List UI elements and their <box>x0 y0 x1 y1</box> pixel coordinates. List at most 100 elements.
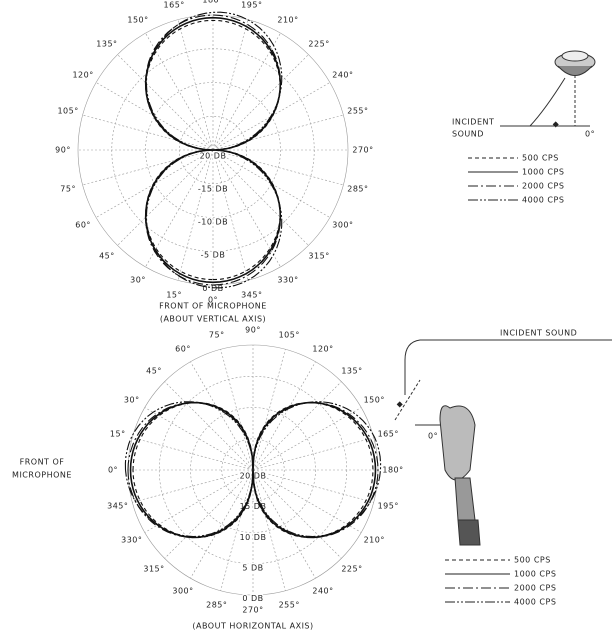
caption: FRONT OF MICROPHONE <box>159 302 267 311</box>
angle-label: 315° <box>308 252 329 261</box>
grid-spoke <box>117 54 214 151</box>
legend-label: 4000 CPS <box>514 598 556 607</box>
phi-symbol: ◆ <box>553 120 560 129</box>
angle-label: 255° <box>347 107 368 116</box>
grid-ring <box>221 438 285 502</box>
legend-label: 500 CPS <box>514 556 551 565</box>
ring-label: -5 DB <box>201 251 226 260</box>
zero-label: 0° <box>428 432 438 441</box>
pattern-curve <box>124 401 382 538</box>
grid-spoke <box>95 149 214 218</box>
front-label: MICROPHONE <box>12 471 72 480</box>
pattern-curve <box>144 14 282 286</box>
zero-label: 0° <box>585 130 595 139</box>
angle-label: 75° <box>60 184 76 193</box>
grid-spoke <box>252 437 374 471</box>
grid-spoke <box>212 54 309 151</box>
ring-label: -15 DB <box>198 185 228 194</box>
angle-label: 330° <box>277 275 298 284</box>
ring-label: -10 DB <box>198 218 228 227</box>
caption: (ABOUT VERTICAL AXIS) <box>160 315 266 324</box>
angle-label: 345° <box>107 502 128 511</box>
front-label: FRONT OF <box>20 458 65 467</box>
grid-spoke <box>212 149 309 246</box>
angle-label: 90° <box>245 326 261 335</box>
grid-spoke <box>212 149 331 218</box>
grid-spoke <box>117 149 214 246</box>
pattern-curve <box>145 11 283 289</box>
grid-spoke <box>177 19 214 151</box>
grid-spoke <box>132 469 254 503</box>
angle-label: 270° <box>352 146 373 155</box>
phi-symbol: ◆ <box>397 400 404 409</box>
angle-label: 135° <box>341 367 362 376</box>
grid-spoke <box>220 349 254 471</box>
incident-label: SOUND <box>452 130 484 139</box>
microphone-icon: ◆ <box>394 339 612 546</box>
angle-label: 15° <box>166 290 182 299</box>
angle-label: 210° <box>364 536 385 545</box>
angle-label: 165° <box>378 429 399 438</box>
angle-label: 210° <box>277 16 298 25</box>
angle-label: 105° <box>57 107 78 116</box>
incident-label: INCIDENT <box>452 118 494 127</box>
angle-label: 285° <box>347 184 368 193</box>
incident-label: INCIDENT SOUND <box>500 329 577 338</box>
grid-spoke <box>145 32 214 151</box>
grid-spoke <box>190 469 254 579</box>
angle-label: 345° <box>241 290 262 299</box>
angle-label: 165° <box>164 1 185 10</box>
legend: 500 CPS 1000 CPS 2000 CPS 4000 CPS <box>468 154 564 205</box>
grid-spoke <box>144 469 254 533</box>
angle-label: 120° <box>72 71 93 80</box>
grid-spoke <box>212 32 281 151</box>
grid-spoke <box>164 469 254 559</box>
angle-label: 45° <box>146 367 162 376</box>
ring-label: 5 DB <box>242 563 263 572</box>
grid-spoke <box>190 361 254 471</box>
angle-label: 90° <box>55 146 71 155</box>
caption: (ABOUT HORIZONTAL AXIS) <box>192 622 313 631</box>
grid-spoke <box>220 469 254 591</box>
grid-ring <box>145 82 281 218</box>
angle-label: 30° <box>130 275 146 284</box>
angle-label: 45° <box>99 252 115 261</box>
grid-spoke <box>212 149 344 186</box>
ring-label: 20 DB <box>200 152 227 161</box>
grid-spoke <box>132 437 254 471</box>
ring-label: 0 DB <box>242 594 263 603</box>
angle-label: 15° <box>110 429 126 438</box>
grid-spoke <box>212 114 344 151</box>
grid-spoke <box>252 349 286 471</box>
angle-label: 195° <box>378 502 399 511</box>
angle-label: 60° <box>75 221 91 230</box>
angle-label: 0° <box>208 296 218 305</box>
ring-label: 0 DB <box>202 284 223 293</box>
angle-label: 60° <box>175 344 191 353</box>
angle-label: 135° <box>96 39 117 48</box>
angle-label: 180° <box>202 0 223 5</box>
angle-label: 300° <box>332 221 353 230</box>
angle-label: 255° <box>279 601 300 610</box>
grid-spoke <box>177 149 214 281</box>
grid-spoke <box>145 149 214 268</box>
grid-spoke <box>95 82 214 151</box>
grid-spoke <box>212 149 281 268</box>
grid-spoke <box>252 469 342 559</box>
angle-label: 150° <box>127 16 148 25</box>
legend-label: 2000 CPS <box>514 584 556 593</box>
grid-spoke <box>252 381 342 471</box>
grid-spoke <box>252 469 286 591</box>
angle-label: 270° <box>242 606 263 615</box>
angle-label: 240° <box>312 587 333 596</box>
angle-label: 180° <box>382 466 403 475</box>
ring-label: 10 DB <box>240 533 267 542</box>
angle-label: 120° <box>312 344 333 353</box>
legend-label: 500 CPS <box>522 154 559 163</box>
legend-label: 2000 CPS <box>522 182 564 191</box>
grid-spoke <box>252 469 374 503</box>
grid-spoke <box>164 381 254 471</box>
angle-label: 240° <box>332 71 353 80</box>
